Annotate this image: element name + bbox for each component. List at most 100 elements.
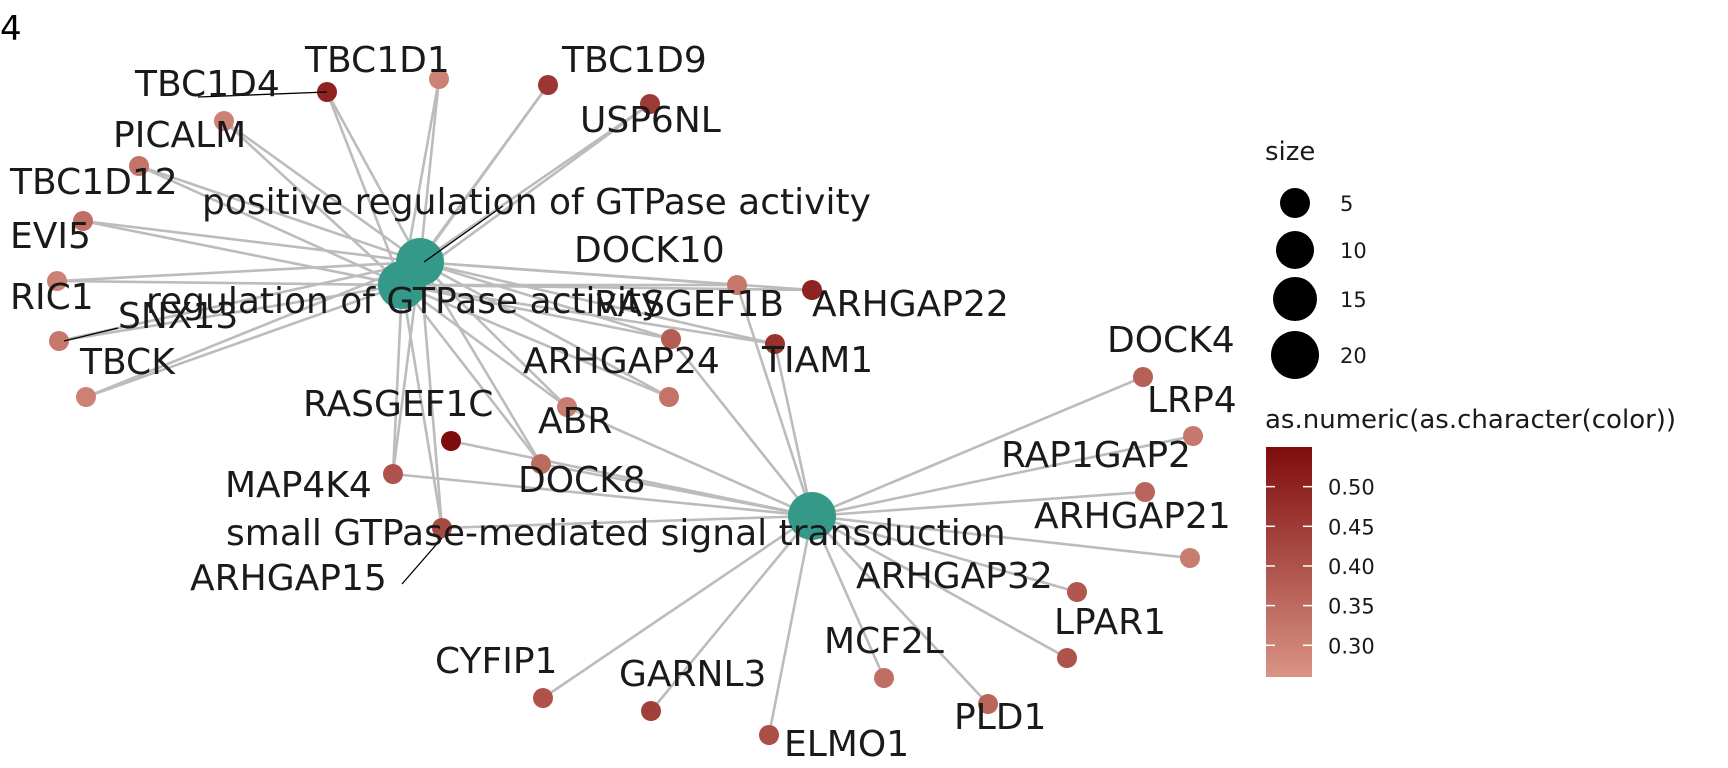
edge-arhgap24b-reg <box>401 283 568 409</box>
gene-node-arhgap24 <box>659 387 679 407</box>
edge-tiam1-reg <box>401 283 776 346</box>
gene-node-lrp4 <box>1183 426 1203 446</box>
edge-arhgap21-sgt <box>811 514 1191 560</box>
color-legend-title: as.numeric(as.character(color)) <box>1265 405 1676 435</box>
gene-label-tbc1d1: TBC1D1 <box>304 40 450 81</box>
edge-abr-sgt <box>540 462 813 518</box>
gene-node-tbc1d12 <box>73 211 93 231</box>
gene-node-tbc1d9 <box>538 75 558 95</box>
category-label-pos: positive regulation of GTPase activity <box>202 182 871 223</box>
edge-abr-pos <box>418 261 543 465</box>
edge-arhgap15-pos <box>418 261 444 529</box>
size-legend-label-5: 5 <box>1340 192 1353 216</box>
gene-label-dock10: DOCK10 <box>574 230 725 271</box>
gene-label-abr: ABR <box>538 401 612 442</box>
gene-node-rasgef1b <box>661 329 681 349</box>
size-legend-dot-20 <box>1271 331 1319 379</box>
leader-tbc1d4 <box>197 91 328 98</box>
gene-node-tbc1d4b <box>214 111 234 131</box>
gene-node-map4k4 <box>383 464 403 484</box>
edge-tbc1d4-pos <box>325 91 422 263</box>
gene-node-arhgap21 <box>1180 548 1200 568</box>
gene-label-arhgap21: ARHGAP21 <box>1034 496 1231 537</box>
leader-arhgap15 <box>401 537 443 585</box>
size-legend-dot-10 <box>1276 231 1314 269</box>
gene-node-pld1 <box>978 694 998 714</box>
edge-cyfip1-sgt <box>542 514 813 700</box>
gene-label-rap1gap2: RAP1GAP2 <box>1001 435 1191 476</box>
gene-node-rasgef1c <box>441 431 461 451</box>
category-label-reg: regulation of GTPase activity <box>146 281 662 322</box>
gene-label-dock4: DOCK4 <box>1107 320 1235 361</box>
edge-map4k4-reg <box>391 284 404 475</box>
gene-label-tbc1d9: TBC1D9 <box>561 40 707 81</box>
size-legend-title: size <box>1265 137 1315 167</box>
gene-label-usp6nl: USP6NL <box>580 100 721 141</box>
color-tick-label-0: 0.50 <box>1328 476 1375 500</box>
color-legend-ticks: 0.50 0.45 0.40 0.35 0.30 <box>1266 476 1375 658</box>
edge-arhgap24b-pos <box>419 261 568 408</box>
edge-rasgef1b-pos <box>419 260 672 341</box>
gene-node-tbc1d1 <box>429 69 449 89</box>
gene-node-dock4 <box>1133 367 1153 387</box>
category-node-reg <box>378 261 426 309</box>
gene-label-evi5: EVI5 <box>10 216 91 257</box>
edge-evi5-pos <box>56 260 421 283</box>
color-tick-label-4: 0.30 <box>1328 634 1375 658</box>
edge-evi5-reg <box>56 279 403 287</box>
gene-node-abr <box>531 454 551 474</box>
edge-dock10-sgt <box>735 284 814 517</box>
edge-tbck-pos <box>85 260 421 399</box>
edge-arhgap15-sgt <box>441 514 813 530</box>
gene-node-arhgap15 <box>432 518 452 538</box>
size-legend-label-20: 20 <box>1340 344 1367 368</box>
edge-rap1gap2-sgt <box>811 490 1146 518</box>
gene-label-map4k4: MAP4K4 <box>225 465 372 506</box>
gene-label-arhgap24: ARHGAP24 <box>523 341 720 382</box>
edge-arhgap32-sgt <box>811 514 1078 594</box>
edge-picalm-pos <box>138 164 421 264</box>
color-tick-label-1: 0.45 <box>1328 515 1375 539</box>
size-legend-label-10: 10 <box>1340 239 1367 263</box>
gene-label-dock8: DOCK8 <box>518 460 646 501</box>
gene-node-picalm <box>129 156 149 176</box>
gene-label-arhgap22: ARHGAP22 <box>812 284 1009 325</box>
gene-node-mcf2l <box>874 668 894 688</box>
size-legend-label-15: 15 <box>1340 288 1367 312</box>
gene-label-pld1: PLD1 <box>954 697 1046 738</box>
node-layer <box>47 69 1203 745</box>
gene-label-tbck: TBCK <box>79 342 176 383</box>
edge-rasgef1b-reg <box>401 283 672 341</box>
gene-label-picalm: PICALM <box>113 115 246 156</box>
edge-ric1-reg <box>58 283 403 343</box>
gene-label-cyfip1: CYFIP1 <box>435 641 557 682</box>
category-label-sgt: small GTPase-mediated signal transductio… <box>226 513 1006 554</box>
edge-tbc1d4b-pos <box>223 119 421 264</box>
edge-tbc1d12-reg <box>82 219 403 287</box>
size-legend-dot-15 <box>1273 277 1317 321</box>
edge-usp6nl-reg <box>401 102 651 287</box>
edge-lrp4-sgt <box>811 434 1194 518</box>
gene-label-lpar1: LPAR1 <box>1054 602 1166 643</box>
gene-node-dock10 <box>727 275 747 295</box>
gene-label-lrp4: LRP4 <box>1147 380 1237 421</box>
gene-node-arhgap32 <box>1067 582 1087 602</box>
gene-node-tiam1 <box>765 334 785 354</box>
edge-arhgap24-reg <box>401 283 670 399</box>
edge-pld1-sgt <box>811 515 989 705</box>
gene-label-garnl3: GARNL3 <box>619 654 766 695</box>
gene-label-tiam1: TIAM1 <box>761 340 873 381</box>
category-node-sgt <box>788 492 836 540</box>
gene-node-rap1gap2 <box>1135 482 1155 502</box>
edge-mcf2l-sgt <box>810 515 886 679</box>
legend: size 5 10 15 20 as.numeric(as.character(col… <box>1265 137 1676 677</box>
gene-label-tbc1d4: TBC1D4 <box>134 64 280 105</box>
gene-node-elmo1 <box>759 725 779 745</box>
edge-lpar1-sgt <box>811 514 1068 660</box>
edge-rasgef1b-sgt <box>669 338 814 517</box>
edge-dock4-sgt <box>811 375 1144 518</box>
gene-label-elmo1: ELMO1 <box>784 724 909 765</box>
gene-node-arhgap22 <box>802 280 822 300</box>
edge-tiam1-pos <box>419 260 776 346</box>
